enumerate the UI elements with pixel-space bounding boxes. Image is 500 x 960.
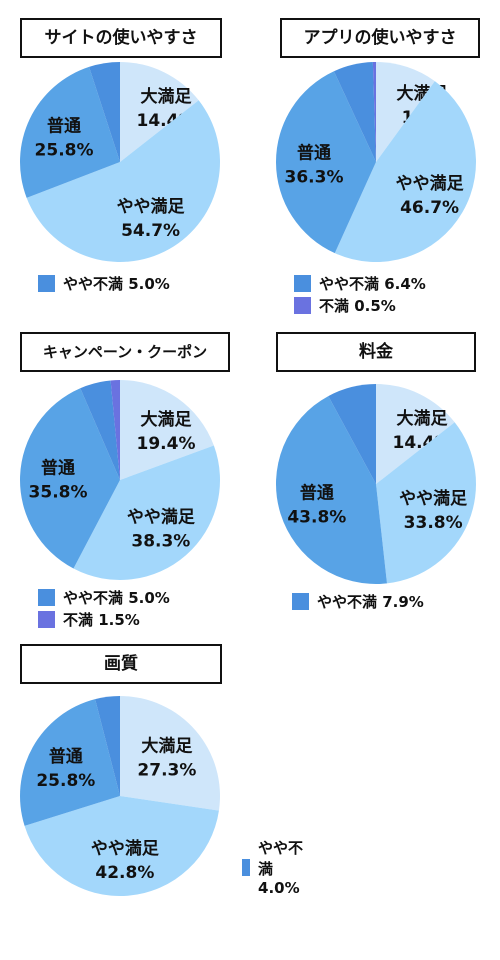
legend-swatch bbox=[38, 610, 55, 628]
pie-chart: 大満足 19.4% やや満足 38.3% 普通 35.8% bbox=[20, 380, 220, 580]
slice-label-futsu: 普通 bbox=[41, 458, 75, 479]
pie-slice-yaya_manzoku bbox=[334, 81, 476, 262]
slice-label-yaya_manzoku: やや満足 bbox=[91, 838, 159, 859]
legend-item-yaya_fuman: やや不満 7.9% bbox=[292, 590, 424, 612]
slice-label-yaya_manzoku: やや満足 bbox=[117, 196, 185, 217]
chart-panel-price: 料金 大満足 14.4% やや満足 33.8% 普通 43.8% やや不満 7.9% bbox=[250, 328, 500, 648]
pie-slice-yaya_fuman bbox=[89, 62, 120, 162]
legend-swatch bbox=[38, 588, 55, 606]
pie-slice-yaya_manzoku bbox=[376, 422, 476, 584]
pie-slice-dai_manzoku bbox=[120, 380, 214, 480]
slice-label-yaya_manzoku: やや満足 bbox=[399, 488, 467, 509]
chart-panel-campaign-coupon: キャンペーン・クーポン 大満足 19.4% やや満足 38.3% 普通 35.8% やや不… bbox=[0, 328, 250, 648]
legend: やや不満 6.4% 不満 0.5% bbox=[294, 272, 426, 316]
chart-panel-image-quality: 画質 大満足 27.3% やや満足 42.8% 普通 25.8% やや不満 4.0% bbox=[0, 640, 303, 960]
legend-label: やや不満 7.9% bbox=[317, 592, 424, 611]
chart-panel-site-usability: サイトの使いやすさ 大満足 14.4% やや満足 54.7% 普通 25.8% やや不満 … bbox=[0, 0, 250, 320]
legend-swatch bbox=[38, 274, 55, 292]
pie-slice-dai_manzoku bbox=[376, 62, 435, 162]
pie-slice-futsu bbox=[20, 66, 121, 198]
legend-label: やや不満 5.0% bbox=[63, 588, 170, 607]
legend-label: 不満 0.5% bbox=[319, 296, 396, 315]
pie-slice-yaya_fuman bbox=[333, 62, 376, 163]
legend-item-yaya_fuman: やや不満 4.0% bbox=[242, 839, 309, 897]
pie-slice-futsu bbox=[276, 71, 376, 254]
legend-label: やや不満 5.0% bbox=[63, 274, 170, 293]
pie-slice-futsu bbox=[20, 699, 120, 826]
pie-slice-yaya_manzoku bbox=[26, 100, 221, 263]
chart-title: アプリの使いやすさ bbox=[280, 18, 480, 58]
pie-slice-dai_manzoku bbox=[376, 384, 455, 484]
pie-slice-dai_manzoku bbox=[120, 696, 220, 811]
pie-slice-futsu bbox=[276, 396, 387, 584]
chart-title: サイトの使いやすさ bbox=[20, 18, 222, 58]
slice-value-dai_manzoku: 19.4% bbox=[137, 434, 196, 454]
slice-value-futsu: 25.8% bbox=[35, 140, 94, 160]
chart-title: キャンペーン・クーポン bbox=[20, 332, 230, 372]
slice-value-yaya_manzoku: 33.8% bbox=[404, 513, 463, 533]
pie-slice-fuman bbox=[110, 380, 120, 480]
legend-item-fuman: 不満 0.5% bbox=[294, 294, 426, 316]
pie-chart: 大満足 27.3% やや満足 42.8% 普通 25.8% bbox=[20, 696, 220, 896]
legend-swatch bbox=[294, 296, 311, 314]
slice-label-futsu: 普通 bbox=[300, 483, 334, 504]
slice-label-yaya_manzoku: やや満足 bbox=[127, 507, 195, 528]
pie-slice-yaya_fuman bbox=[80, 380, 120, 480]
slice-value-yaya_manzoku: 46.7% bbox=[400, 198, 459, 218]
slice-value-yaya_manzoku: 38.3% bbox=[131, 532, 190, 552]
slice-label-yaya_manzoku: やや満足 bbox=[396, 173, 464, 194]
legend-label: やや不満 4.0% bbox=[258, 839, 304, 897]
slice-label-futsu: 普通 bbox=[49, 746, 83, 767]
pie-slice-fuman bbox=[372, 62, 376, 162]
pie-slice-futsu bbox=[20, 388, 120, 569]
slice-label-dai_manzoku: 大満足 bbox=[397, 408, 448, 429]
legend-swatch bbox=[292, 592, 309, 610]
legend-item-yaya_fuman: やや不満 5.0% bbox=[38, 586, 170, 608]
pie-slice-yaya_manzoku bbox=[24, 796, 219, 896]
slice-value-yaya_manzoku: 54.7% bbox=[121, 221, 180, 241]
legend: やや不満 5.0% 不満 1.5% bbox=[38, 586, 170, 630]
legend-item-yaya_fuman: やや不満 6.4% bbox=[294, 272, 426, 294]
slice-value-futsu: 36.3% bbox=[285, 167, 344, 187]
slice-value-futsu: 25.8% bbox=[36, 771, 95, 791]
chart-title: 画質 bbox=[20, 644, 222, 684]
slice-value-futsu: 35.8% bbox=[29, 483, 88, 503]
pie-slice-dai_manzoku bbox=[120, 62, 199, 162]
slice-value-futsu: 43.8% bbox=[287, 508, 346, 528]
legend: やや不満 4.0% bbox=[242, 839, 309, 897]
legend-item-fuman: 不満 1.5% bbox=[38, 608, 170, 630]
legend-label: 不満 1.5% bbox=[63, 610, 140, 629]
legend: やや不満 7.9% bbox=[292, 590, 424, 612]
legend-label: やや不満 6.4% bbox=[319, 274, 426, 293]
slice-value-dai_manzoku: 27.3% bbox=[137, 760, 196, 780]
pie-slice-yaya_manzoku bbox=[73, 445, 220, 580]
chart-title: 料金 bbox=[276, 332, 476, 372]
legend-swatch bbox=[242, 858, 251, 876]
slice-label-dai_manzoku: 大満足 bbox=[141, 735, 192, 756]
slice-label-dai_manzoku: 大満足 bbox=[141, 409, 192, 430]
slice-label-dai_manzoku: 大満足 bbox=[141, 86, 192, 107]
legend-item-yaya_fuman: やや不満 5.0% bbox=[38, 272, 170, 294]
slice-value-yaya_manzoku: 42.8% bbox=[95, 863, 154, 883]
pie-slice-yaya_fuman bbox=[95, 696, 120, 796]
legend-swatch bbox=[294, 274, 311, 292]
pie-slice-yaya_fuman bbox=[328, 384, 376, 484]
legend: やや不満 5.0% bbox=[38, 272, 170, 294]
slice-label-futsu: 普通 bbox=[297, 142, 331, 163]
slice-label-futsu: 普通 bbox=[47, 115, 81, 136]
